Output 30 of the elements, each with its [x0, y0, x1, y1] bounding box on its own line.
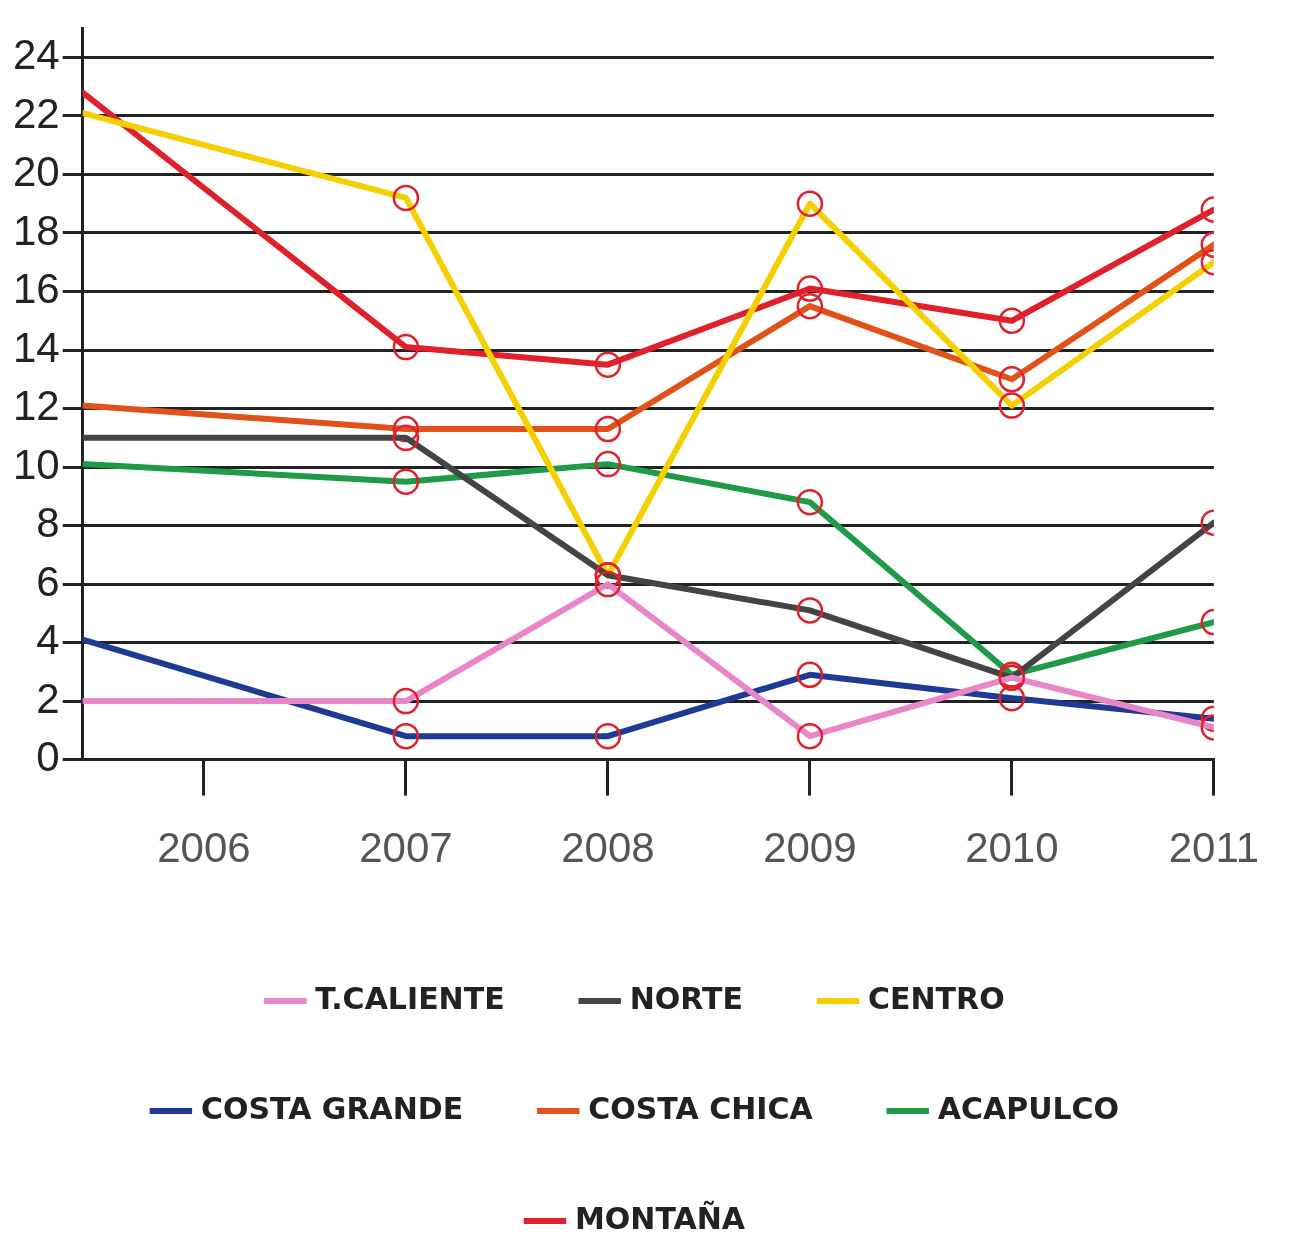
legend-label: T.CALIENTE	[315, 980, 505, 1016]
x-tick-label: 2010	[965, 824, 1059, 872]
y-tick-label: 0	[36, 733, 60, 781]
y-tick-label: 12	[13, 382, 60, 430]
y-tick-label: 20	[13, 148, 60, 196]
y-tick-label: 24	[13, 31, 60, 79]
y-tick-label: 16	[13, 265, 60, 313]
legend-label: NORTE	[629, 980, 744, 1016]
legend-label: CENTRO	[868, 980, 1005, 1016]
legend-label: MONTAÑA	[574, 1199, 746, 1236]
y-tick-label: 6	[36, 557, 60, 605]
y-tick-label: 18	[13, 206, 60, 254]
x-tick-label: 2011	[1168, 824, 1260, 872]
point	[796, 275, 824, 302]
x-tick-label: 2009	[763, 824, 857, 872]
y-tick-label: 10	[13, 440, 60, 488]
legend-label: COSTA GRANDE	[200, 1090, 464, 1126]
y-tick-label: 2	[36, 674, 60, 722]
point	[392, 333, 420, 361]
y-tick-label: 22	[13, 89, 60, 137]
x-tick-label: 2008	[561, 824, 655, 872]
x-tick-label: 2007	[359, 824, 453, 872]
legend-label: COSTA CHICA	[588, 1090, 814, 1126]
x-tick-label: 2006	[157, 824, 251, 872]
legend-label: ACAPULCO	[937, 1090, 1120, 1126]
y-tick-label: 14	[13, 323, 60, 371]
y-tick-label: 8	[36, 499, 60, 547]
point	[998, 307, 1026, 335]
y-tick-label: 4	[36, 616, 60, 664]
point	[594, 351, 622, 378]
